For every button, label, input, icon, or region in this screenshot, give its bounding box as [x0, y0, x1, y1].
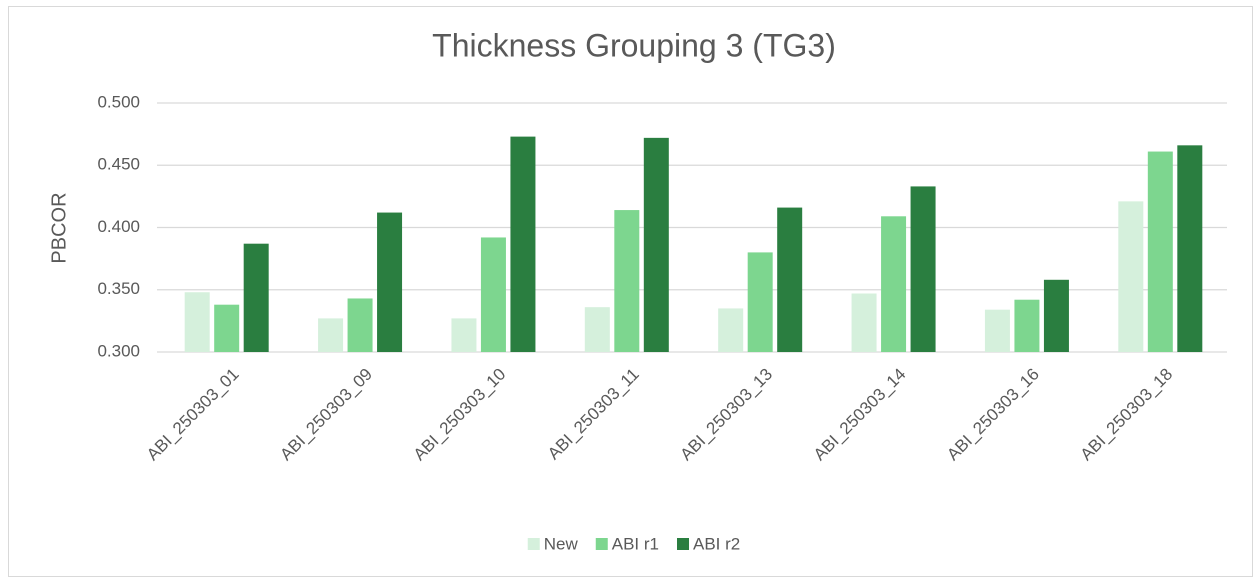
bar [984, 309, 1010, 352]
bar [747, 252, 773, 352]
bar [851, 293, 877, 352]
legend-label: ABI r1 [612, 534, 659, 553]
y-tick-label: 0.400 [97, 217, 140, 236]
bar [777, 207, 803, 352]
y-axis-label: PBCOR [48, 192, 70, 263]
y-tick-label: 0.500 [97, 92, 140, 111]
legend-swatch [595, 538, 608, 550]
legend-swatch [527, 538, 540, 550]
bar [881, 216, 907, 352]
bar [643, 137, 669, 352]
bar [214, 304, 240, 352]
bar [318, 318, 344, 352]
bar [1177, 145, 1203, 352]
bar [910, 186, 936, 352]
bar [718, 308, 744, 352]
bar [1118, 201, 1144, 352]
bar [614, 210, 640, 352]
chart-title: Thickness Grouping 3 (TG3) [432, 27, 836, 63]
legend-label: New [544, 534, 579, 553]
bar [377, 212, 403, 352]
bar [243, 243, 269, 352]
bar [510, 136, 536, 352]
bar [1014, 299, 1040, 352]
bar [451, 318, 477, 352]
bar [584, 307, 610, 352]
y-tick-label: 0.450 [97, 155, 140, 174]
bar [184, 292, 210, 352]
legend-label: ABI r2 [693, 534, 740, 553]
bar [1043, 279, 1069, 352]
y-tick-label: 0.350 [97, 279, 140, 298]
bar [480, 237, 506, 352]
bar [1147, 151, 1173, 352]
y-tick-label: 0.300 [97, 341, 140, 360]
legend-swatch [677, 538, 690, 550]
bar [347, 298, 373, 352]
